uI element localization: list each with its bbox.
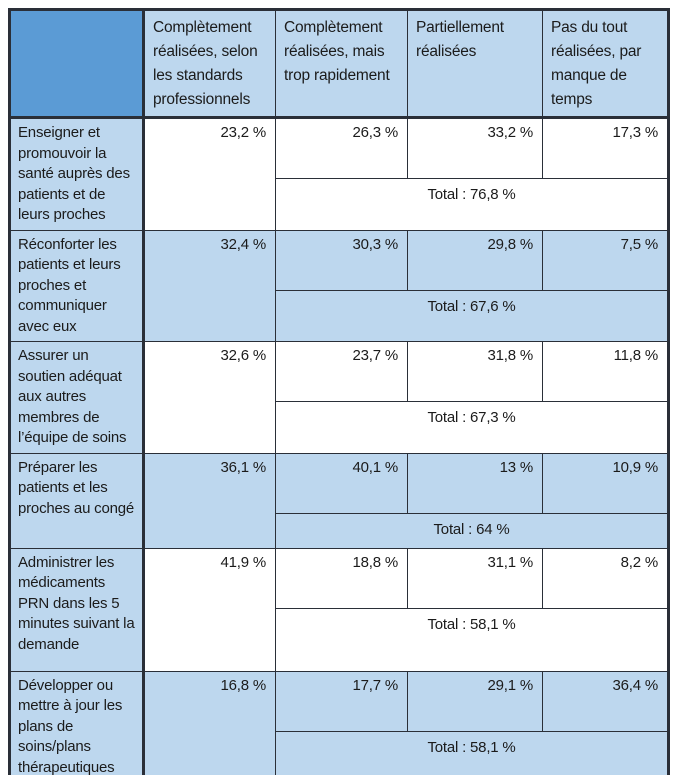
row-label: Administrer les médicaments PRN dans les… bbox=[11, 548, 145, 671]
value-cell: 31,8 % bbox=[408, 342, 543, 402]
header-pas-du-tout: Pas du tout réalisées, par manque de tem… bbox=[551, 19, 642, 108]
value-cell: 18,8 % bbox=[276, 548, 408, 609]
total-cell: Total : 58,1 % bbox=[427, 738, 516, 756]
value-cell: 29,8 % bbox=[408, 230, 543, 291]
header-completement-standards: Complètement réalisées, selon les standa… bbox=[145, 11, 276, 116]
value-cell: 16,8 % bbox=[145, 671, 276, 775]
row-label: Assurer un soutien adéquat aux autres me… bbox=[11, 342, 145, 453]
table-row-preparer: Préparer les patients et les proches au … bbox=[11, 453, 667, 549]
value-cell: 30,3 % bbox=[276, 230, 408, 291]
row-label: Enseigner et promouvoir la santé auprès … bbox=[11, 119, 145, 230]
total-cell: Total : 58,1 % bbox=[427, 615, 516, 633]
row-label: Préparer les patients et les proches au … bbox=[11, 453, 145, 548]
value-cell: 36,4 % bbox=[543, 672, 667, 732]
table-header-row: Complètement réalisées, selon les standa… bbox=[11, 11, 667, 119]
value-cell: 23,7 % bbox=[276, 342, 408, 402]
table-row-reconforter: Réconforter les patients et leurs proche… bbox=[11, 230, 667, 342]
value-cell: 10,9 % bbox=[543, 454, 667, 514]
header-completement-rapidement: Complètement réalisées, mais trop rapide… bbox=[276, 11, 408, 116]
value-cell: 32,4 % bbox=[145, 230, 276, 341]
value-cell: 31,1 % bbox=[408, 548, 543, 609]
row-label: Développer ou mettre à jour les plans de… bbox=[11, 671, 145, 775]
total-cell: Total : 67,3 % bbox=[427, 409, 516, 426]
value-cell: 40,1 % bbox=[276, 453, 408, 514]
value-cell: 8,2 % bbox=[543, 549, 667, 609]
value-cell: 7,5 % bbox=[543, 231, 667, 291]
total-cell: Total : 64 % bbox=[433, 520, 510, 538]
total-cell: Total : 67,6 % bbox=[427, 297, 516, 315]
value-cell: 17,7 % bbox=[276, 671, 408, 732]
table-row-developper: Développer ou mettre à jour les plans de… bbox=[11, 671, 667, 775]
table-row-administrer: Administrer les médicaments PRN dans les… bbox=[11, 548, 667, 672]
value-cell: 23,2 % bbox=[145, 119, 276, 230]
value-cell: 13 % bbox=[408, 453, 543, 514]
row-label: Réconforter les patients et leurs proche… bbox=[11, 230, 145, 341]
value-cell: 17,3 % bbox=[543, 119, 667, 179]
value-cell: 32,6 % bbox=[145, 342, 276, 453]
header-corner-cell bbox=[11, 11, 145, 116]
value-cell: 36,1 % bbox=[145, 453, 276, 548]
table-row-enseigner: Enseigner et promouvoir la santé auprès … bbox=[11, 119, 667, 231]
header-partiellement: Partiellement réalisées bbox=[408, 11, 543, 116]
value-cell: 11,8 % bbox=[543, 342, 667, 402]
table-row-assurer: Assurer un soutien adéquat aux autres me… bbox=[11, 342, 667, 454]
nursing-tasks-table: Complètement réalisées, selon les standa… bbox=[8, 8, 670, 775]
value-cell: 33,2 % bbox=[408, 119, 543, 179]
value-cell: 26,3 % bbox=[276, 119, 408, 179]
value-cell: 41,9 % bbox=[145, 548, 276, 671]
total-cell: Total : 76,8 % bbox=[427, 186, 516, 203]
value-cell: 29,1 % bbox=[408, 671, 543, 732]
